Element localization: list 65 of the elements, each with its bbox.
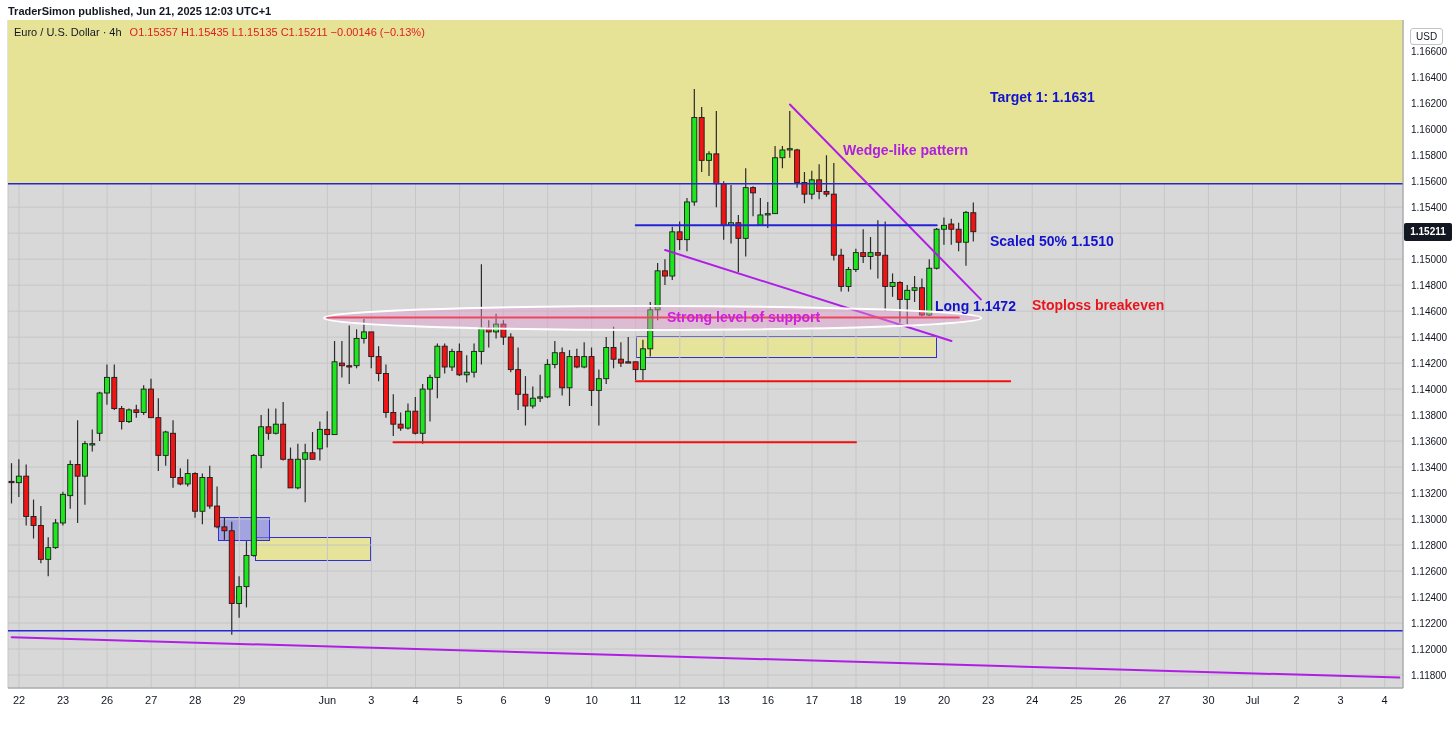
y-tick-label: 1.15400 xyxy=(1411,201,1448,213)
y-tick-label: 1.16000 xyxy=(1411,123,1448,135)
x-tick-label: 26 xyxy=(100,693,114,706)
x-tick-label: 3 xyxy=(368,693,375,706)
x-tick-label: 29 xyxy=(233,693,246,706)
x-tick-label: 4 xyxy=(412,693,419,706)
y-tick-label: 1.13000 xyxy=(1411,513,1448,525)
y-tick-label: 1.14200 xyxy=(1411,357,1448,369)
x-tick-label: 19 xyxy=(893,693,907,706)
y-tick-label: 1.12200 xyxy=(1411,617,1448,629)
x-tick-label: 16 xyxy=(761,693,775,706)
x-tick-label: 13 xyxy=(717,693,730,706)
x-tick-label: 18 xyxy=(849,693,863,706)
x-tick-label: 28 xyxy=(189,693,202,706)
x-tick-label: 12 xyxy=(673,693,686,706)
annotation: Stoploss breakeven xyxy=(1032,297,1165,314)
text: O1.15357 H1.15435 L1.15135 C1.15211 −0.00146 (−0.13%) xyxy=(129,26,425,38)
x-tick-label: 10 xyxy=(585,693,598,706)
annotation: Long 1.1472 xyxy=(935,298,1016,315)
annotation: Wedge-like pattern xyxy=(843,142,968,159)
y-tick-label: 1.13600 xyxy=(1411,435,1448,447)
y-tick-label: 1.15000 xyxy=(1411,253,1448,265)
text: Euro / U.S. Dollar · 4h xyxy=(14,26,122,38)
x-tick-label: 24 xyxy=(1026,693,1039,706)
text: 1.15211 xyxy=(1404,223,1452,241)
y-tick-label: 1.12400 xyxy=(1411,591,1448,603)
y-tick-label: 1.15600 xyxy=(1411,175,1448,187)
x-tick-label: 3 xyxy=(1337,693,1344,706)
y-tick-label: 1.12600 xyxy=(1411,565,1448,577)
x-tick-label: 23 xyxy=(982,693,995,706)
y-tick-label: 1.12800 xyxy=(1411,539,1448,551)
y-tick-label: 1.16400 xyxy=(1411,71,1448,83)
y-axis-title: USD xyxy=(1410,28,1444,45)
x-tick-label: Jul xyxy=(1245,693,1260,706)
annotation: Scaled 50% 1.1510 xyxy=(990,233,1114,250)
text: TraderSimon published, Jun 21, 2025 12:03 UTC+1 xyxy=(8,4,272,19)
y-tick-label: 1.14400 xyxy=(1411,331,1448,343)
x-tick-label: Jun xyxy=(318,693,337,706)
x-tick-label: 6 xyxy=(500,693,507,706)
x-tick-label: 23 xyxy=(56,693,70,706)
x-tick-label: 27 xyxy=(145,693,158,706)
y-tick-label: 1.13400 xyxy=(1411,461,1448,473)
y-tick-label: 1.16600 xyxy=(1411,45,1448,57)
y-tick-label: 1.13800 xyxy=(1411,409,1448,421)
x-tick-label: 27 xyxy=(1158,693,1171,706)
y-tick-label: 1.15800 xyxy=(1411,149,1448,161)
y-tick-label: 1.13200 xyxy=(1411,487,1448,499)
x-tick-label: 5 xyxy=(456,693,463,706)
x-tick-label: 20 xyxy=(937,693,951,706)
x-tick-label: 22 xyxy=(12,693,26,706)
y-tick-label: 1.14600 xyxy=(1411,305,1448,317)
annotation: Target 1: 1.1631 xyxy=(990,89,1095,106)
x-tick-label: 11 xyxy=(630,693,642,706)
x-tick-label: 9 xyxy=(544,693,551,706)
x-tick-label: 2 xyxy=(1293,693,1300,706)
y-tick-label: 1.12000 xyxy=(1411,643,1448,655)
y-tick-label: 1.14800 xyxy=(1411,279,1448,291)
x-tick-label: 17 xyxy=(805,693,819,706)
x-tick-label: 30 xyxy=(1202,693,1215,706)
x-tick-label: 4 xyxy=(1381,693,1388,706)
y-tick-label: 1.11800 xyxy=(1411,669,1447,681)
x-tick-label: 25 xyxy=(1070,693,1083,706)
y-tick-label: 1.16200 xyxy=(1411,97,1448,109)
x-tick-label: 26 xyxy=(1114,693,1127,706)
y-tick-label: 1.14000 xyxy=(1411,383,1448,395)
